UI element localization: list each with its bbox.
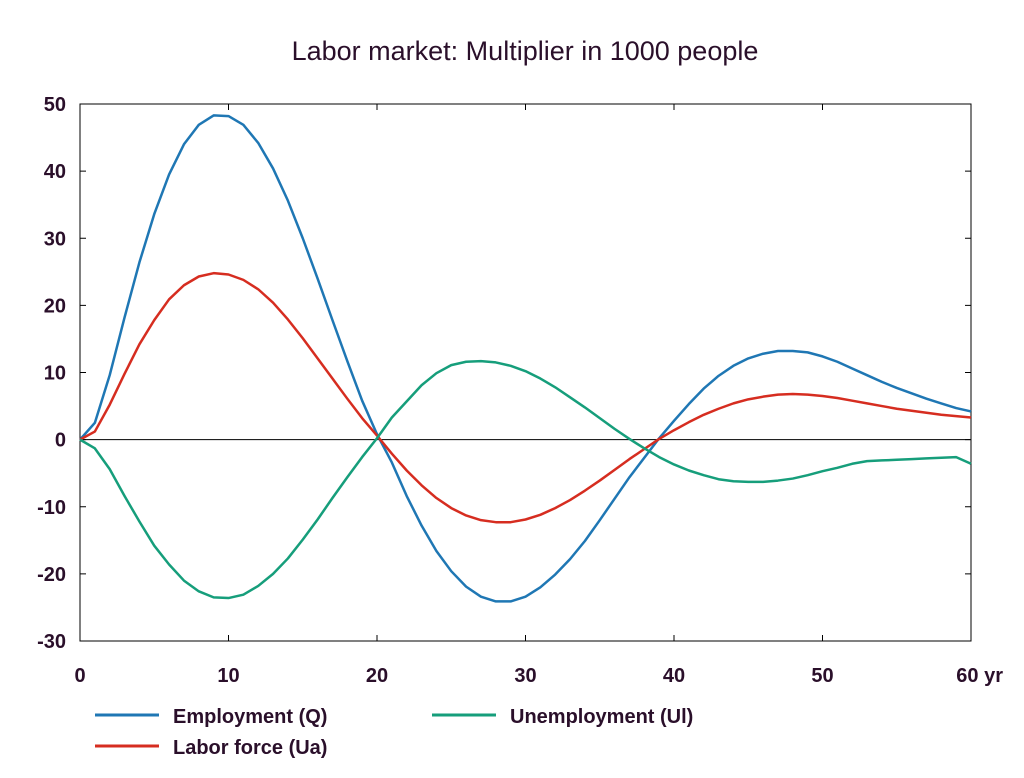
x-tick-label: 10 (217, 665, 239, 687)
y-tick-label: 0 (55, 430, 66, 452)
chart-title: Labor market: Multiplier in 1000 people (292, 36, 759, 66)
legend-label: Unemployment (Ul) (510, 706, 693, 728)
x-tick-label: 30 (514, 665, 536, 687)
x-tick-label: 20 (366, 665, 388, 687)
legend: Employment (Q) Labor force (Ua) Unemployme… (95, 706, 693, 759)
y-tick-label: -30 (37, 631, 66, 653)
x-tick-label: 60 yr (956, 665, 1003, 687)
series-line-1 (79, 114, 972, 603)
axes: -30 -20 -10 0 10 20 30 40 50 0 10 20 30 40 50 60 yr (37, 94, 1003, 687)
x-tick-label: 0 (74, 665, 85, 687)
y-tick-label: -20 (37, 564, 66, 586)
series-line-3 (79, 359, 972, 600)
series-line-2 (79, 271, 972, 524)
y-tick-label: 20 (44, 295, 66, 317)
y-tick-label: 10 (44, 363, 66, 385)
y-tick-label: 40 (44, 161, 66, 183)
y-tick-label: -10 (37, 497, 66, 519)
x-tick-label: 50 (811, 665, 833, 687)
legend-label: Labor force (Ua) (173, 737, 327, 759)
series-layer (79, 114, 972, 603)
y-tick-label: 50 (44, 94, 66, 116)
legend-label: Employment (Q) (173, 706, 327, 728)
y-tick-label: 30 (44, 228, 66, 250)
x-tick-label: 40 (663, 665, 685, 687)
